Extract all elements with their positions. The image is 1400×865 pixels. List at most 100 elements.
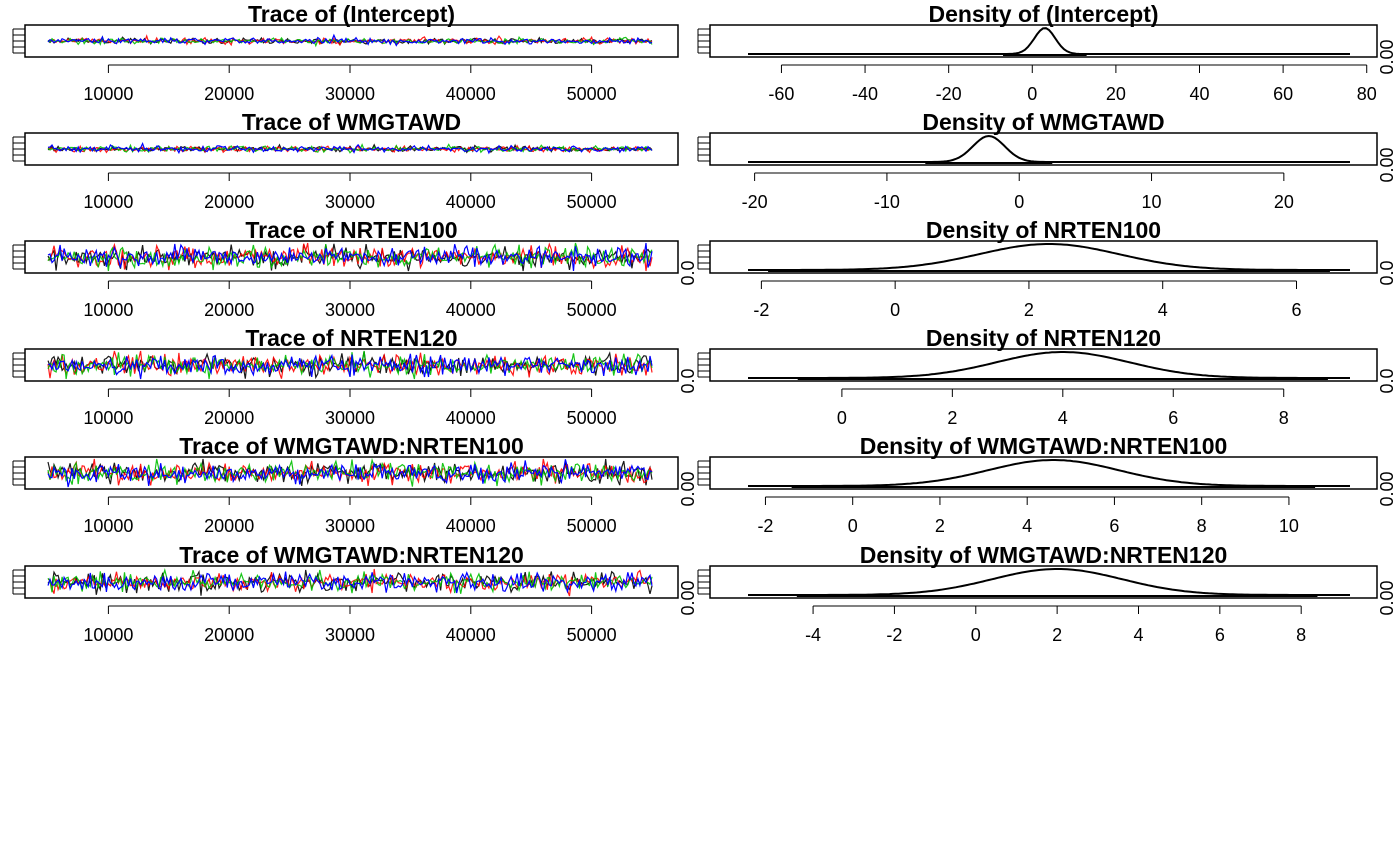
trace-of-wmgtawd-nrten100-panel: Trace of WMGTAWD:NRTEN100 0.00 10000 20000 3… bbox=[12, 433, 698, 536]
x-tick-label: 40000 bbox=[446, 84, 496, 104]
y-tick-label: 0.0 bbox=[1377, 368, 1397, 393]
trace-series-4 bbox=[47, 33, 653, 47]
x-tick-label: 4 bbox=[1058, 408, 1068, 428]
x-tick-label: 2 bbox=[1024, 300, 1034, 320]
y-tick-label: 0.00 bbox=[1377, 147, 1397, 182]
x-tick-label: 30000 bbox=[325, 300, 375, 320]
x-axis: -2 0 2 4 6 8 10 bbox=[757, 496, 1299, 536]
y-axis bbox=[12, 352, 25, 378]
trace-series-3 bbox=[47, 242, 653, 272]
trace-of-nrten100-panel: Trace of NRTEN100 0.0 10000 20000 30000 40000… bbox=[12, 217, 698, 320]
x-tick-label: -20 bbox=[742, 192, 768, 212]
x-axis: -4 -2 0 2 4 6 8 bbox=[805, 605, 1306, 645]
trace-of-wmgtawd-nrten120-panel: Trace of WMGTAWD:NRTEN120 0.00 10000 20000 3… bbox=[12, 542, 698, 645]
x-tick-label: -40 bbox=[852, 84, 878, 104]
panel-title: Density of WMGTAWD:NRTEN100 bbox=[860, 433, 1228, 459]
y-axis bbox=[12, 136, 25, 162]
y-axis bbox=[12, 569, 25, 595]
x-tick-label: 20000 bbox=[204, 84, 254, 104]
x-tick-label: 0 bbox=[1027, 84, 1037, 104]
panel-title: Trace of (Intercept) bbox=[248, 1, 455, 27]
y-tick-label: 0.00 bbox=[1377, 39, 1397, 74]
x-tick-label: 30000 bbox=[325, 408, 375, 428]
x-tick-label: 50000 bbox=[567, 408, 617, 428]
trace-series-1 bbox=[47, 143, 653, 154]
y-tick-label: 0.0 bbox=[678, 260, 698, 285]
x-tick-label: 30000 bbox=[325, 192, 375, 212]
panel-title: Density of NRTEN100 bbox=[926, 217, 1161, 243]
x-tick-label: 0 bbox=[890, 300, 900, 320]
trace-series-2 bbox=[47, 34, 653, 47]
x-axis: 10000 20000 30000 40000 50000 bbox=[83, 64, 617, 104]
y-axis bbox=[12, 28, 25, 54]
x-tick-label: -10 bbox=[874, 192, 900, 212]
y-axis bbox=[697, 569, 710, 595]
x-tick-label: 50000 bbox=[567, 192, 617, 212]
density-curve bbox=[748, 568, 1350, 596]
x-tick-label: 8 bbox=[1279, 408, 1289, 428]
x-tick-label: 2 bbox=[935, 516, 945, 536]
y-tick-label: 0.00 bbox=[1377, 580, 1397, 615]
plot-frame bbox=[709, 132, 1378, 166]
y-axis bbox=[697, 28, 710, 54]
x-axis: 10000 20000 30000 40000 50000 bbox=[83, 388, 617, 428]
trace-series-3 bbox=[47, 568, 653, 594]
trace-of-nrten120-panel: Trace of NRTEN120 0.0 10000 20000 30000 40000… bbox=[12, 325, 698, 428]
trace-series-1 bbox=[47, 243, 653, 272]
density-curve bbox=[748, 243, 1350, 271]
y-axis bbox=[12, 460, 25, 486]
x-tick-label: 40000 bbox=[446, 192, 496, 212]
x-tick-label: -2 bbox=[753, 300, 769, 320]
x-tick-label: 50000 bbox=[567, 300, 617, 320]
trace-series-1 bbox=[47, 569, 653, 596]
x-tick-label: -4 bbox=[805, 625, 821, 645]
y-tick-label: 0.00 bbox=[1377, 471, 1397, 506]
panel-title: Trace of WMGTAWD:NRTEN120 bbox=[179, 542, 524, 568]
x-tick-label: -2 bbox=[886, 625, 902, 645]
x-tick-label: 20000 bbox=[204, 625, 254, 645]
panel-title: Trace of NRTEN100 bbox=[245, 217, 457, 243]
x-tick-label: 50000 bbox=[567, 516, 617, 536]
x-tick-label: 6 bbox=[1168, 408, 1178, 428]
x-tick-label: 4 bbox=[1158, 300, 1168, 320]
trace-series-4 bbox=[47, 571, 653, 594]
density-of-intercept-panel: Density of (Intercept) 0.00 -60 -40 -20 0 20 40… bbox=[697, 1, 1397, 104]
plot-frame bbox=[709, 456, 1378, 490]
y-tick-label: 0.00 bbox=[678, 471, 698, 506]
y-axis bbox=[697, 460, 710, 486]
x-tick-label: 20000 bbox=[204, 516, 254, 536]
x-tick-label: 0 bbox=[837, 408, 847, 428]
x-tick-label: 10000 bbox=[83, 625, 133, 645]
x-tick-label: 2 bbox=[947, 408, 957, 428]
x-axis: 10000 20000 30000 40000 50000 bbox=[83, 496, 617, 536]
x-tick-label: 50000 bbox=[567, 625, 617, 645]
x-axis: -60 -40 -20 0 20 40 60 80 bbox=[768, 64, 1377, 104]
x-tick-label: 10000 bbox=[83, 192, 133, 212]
x-tick-label: 10000 bbox=[83, 300, 133, 320]
x-tick-label: 6 bbox=[1215, 625, 1225, 645]
x-tick-label: 10000 bbox=[83, 408, 133, 428]
panel-title: Density of (Intercept) bbox=[928, 1, 1158, 27]
plot-frame bbox=[709, 565, 1378, 599]
x-tick-label: 0 bbox=[848, 516, 858, 536]
x-tick-label: -2 bbox=[757, 516, 773, 536]
density-curve bbox=[748, 27, 1350, 55]
panel-title: Density of NRTEN120 bbox=[926, 325, 1161, 351]
panel-title: Density of WMGTAWD:NRTEN120 bbox=[860, 542, 1228, 568]
x-tick-label: 10 bbox=[1279, 516, 1299, 536]
trace-series-2 bbox=[47, 242, 653, 272]
panel-title: Trace of WMGTAWD bbox=[242, 109, 461, 135]
x-tick-label: 8 bbox=[1296, 625, 1306, 645]
x-tick-label: 40000 bbox=[446, 516, 496, 536]
x-tick-label: 0 bbox=[1014, 192, 1024, 212]
y-axis bbox=[697, 352, 710, 378]
x-tick-label: 6 bbox=[1109, 516, 1119, 536]
trace-of-wmgtawd-panel: Trace of WMGTAWD 10000 20000 30000 40000 5000… bbox=[12, 109, 679, 212]
density-curve bbox=[748, 459, 1350, 487]
density-curve bbox=[748, 134, 1350, 163]
trace-series-4 bbox=[47, 242, 653, 272]
trace-series-4 bbox=[47, 353, 653, 380]
y-tick-label: 0.00 bbox=[678, 580, 698, 615]
x-axis: -2 0 2 4 6 bbox=[753, 280, 1301, 320]
